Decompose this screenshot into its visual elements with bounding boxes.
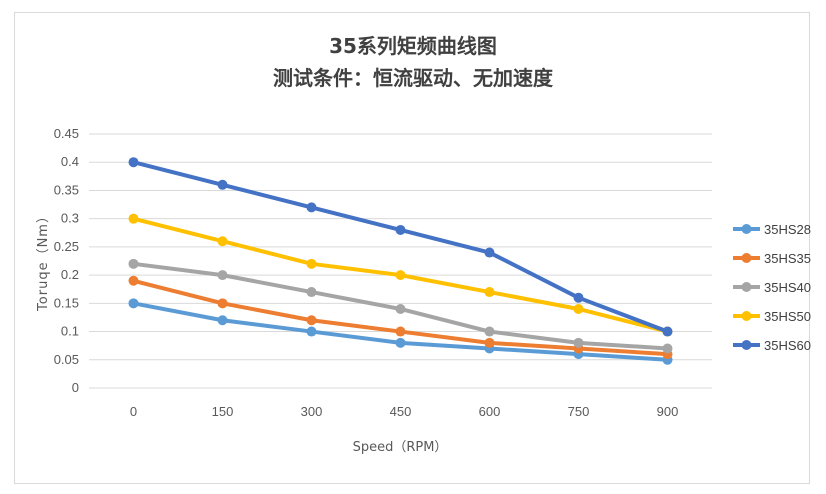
legend-item: 35HS60 [733,338,811,353]
data-point [573,303,584,314]
data-point [395,270,406,281]
data-point [306,315,317,326]
x-tick-label: 150 [212,404,234,419]
y-tick-label: 0 [72,380,79,395]
data-point [128,258,139,269]
data-point [306,326,317,337]
data-point [484,337,495,348]
legend-item: 35HS50 [733,309,811,324]
data-point [217,298,228,309]
data-point [662,343,673,354]
y-tick-label: 0.15 [54,295,79,310]
y-tick-label: 0.4 [61,154,79,169]
data-point [395,224,406,235]
data-point [217,315,228,326]
data-point [128,157,139,168]
legend-label: 35HS28 [764,222,811,237]
y-tick-label: 0.1 [61,324,79,339]
legend-marker [741,340,752,350]
data-point [217,179,228,190]
legend-label: 35HS60 [764,338,811,353]
legend-marker [741,224,752,234]
y-tick-label: 0.35 [54,182,79,197]
data-point [395,303,406,314]
legend-marker [741,311,752,321]
x-tick-label: 450 [390,404,412,419]
x-tick-label: 900 [657,404,679,419]
data-point [395,337,406,348]
series-35hs40 [128,258,673,354]
chart-title: 35系列矩频曲线图 [329,34,497,58]
data-point [217,236,228,247]
series-lines [128,157,673,365]
y-tick-label: 0.05 [54,352,79,367]
gridlines [89,133,712,389]
legend-label: 35HS40 [764,280,811,295]
x-tick-label: 300 [301,404,323,419]
y-axis-ticks: 0 0.05 0.1 0.15 0.2 0.25 0.3 0.35 0.4 0.45 [54,126,79,395]
legend-marker [741,253,752,263]
data-point [306,202,317,213]
data-point [573,292,584,303]
legend-item: 35HS35 [733,251,811,266]
data-point [484,326,495,337]
data-point [662,326,673,337]
y-tick-label: 0.2 [61,267,79,282]
series-35hs60 [128,157,673,337]
x-tick-label: 0 [130,404,137,419]
x-tick-label: 750 [568,404,590,419]
data-point [395,326,406,337]
legend-marker [741,282,752,292]
legend-label: 35HS35 [764,251,811,266]
data-point [484,247,495,258]
y-tick-label: 0.25 [54,239,79,254]
legend-label: 35HS50 [764,309,811,324]
data-point [306,258,317,269]
x-axis-ticks: 0 150 300 450 600 750 900 [130,404,678,419]
x-axis-label: Speed（RPM） [353,440,448,455]
legend-item: 35HS40 [733,280,811,295]
y-tick-label: 0.45 [54,126,79,141]
data-point [217,270,228,281]
legend: 35HS28 35HS35 35HS40 35HS50 35HS60 [733,222,811,353]
x-tick-label: 600 [479,404,501,419]
chart-subtitle: 测试条件：恒流驱动、无加速度 [273,66,554,90]
legend-item: 35HS28 [733,222,811,237]
y-axis-label: Toruqe（Nm） [36,209,51,312]
y-tick-label: 0.3 [61,211,79,226]
data-point [484,287,495,298]
chart-frame [14,12,810,484]
data-point [128,213,139,224]
data-point [573,337,584,348]
data-point [306,287,317,298]
data-point [128,275,139,286]
data-point [128,298,139,309]
